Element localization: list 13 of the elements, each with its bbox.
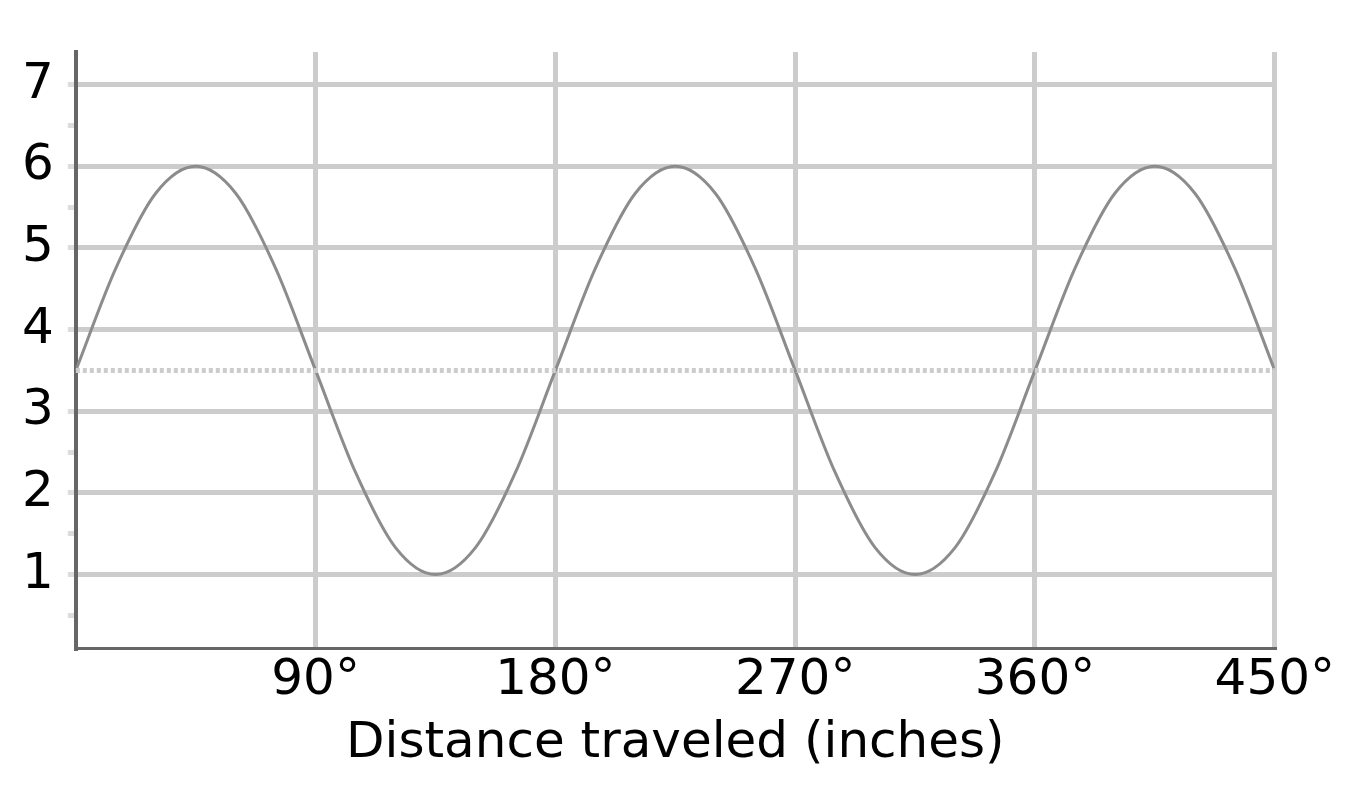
y-tick-label: 7 (22, 51, 54, 110)
x-tick-label: 180° (495, 647, 616, 706)
x-tick-label: 90° (271, 647, 360, 706)
y-tick-label: 3 (22, 378, 54, 437)
y-tick-label: 5 (22, 214, 54, 273)
y-tick-label: 6 (22, 133, 54, 192)
y-tick-label: 2 (22, 459, 54, 518)
x-tick-label: 360° (974, 647, 1096, 706)
y-tick-label: 1 (22, 541, 54, 600)
x-tick-label: 450° (1214, 647, 1335, 706)
y-tick-label: 4 (22, 296, 54, 355)
x-axis-title: Distance traveled (inches) (346, 710, 1005, 769)
x-tick-label: 270° (734, 647, 856, 706)
